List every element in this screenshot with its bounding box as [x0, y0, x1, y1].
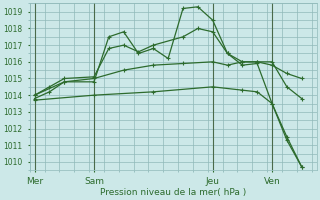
X-axis label: Pression niveau de la mer( hPa ): Pression niveau de la mer( hPa )	[100, 188, 246, 197]
